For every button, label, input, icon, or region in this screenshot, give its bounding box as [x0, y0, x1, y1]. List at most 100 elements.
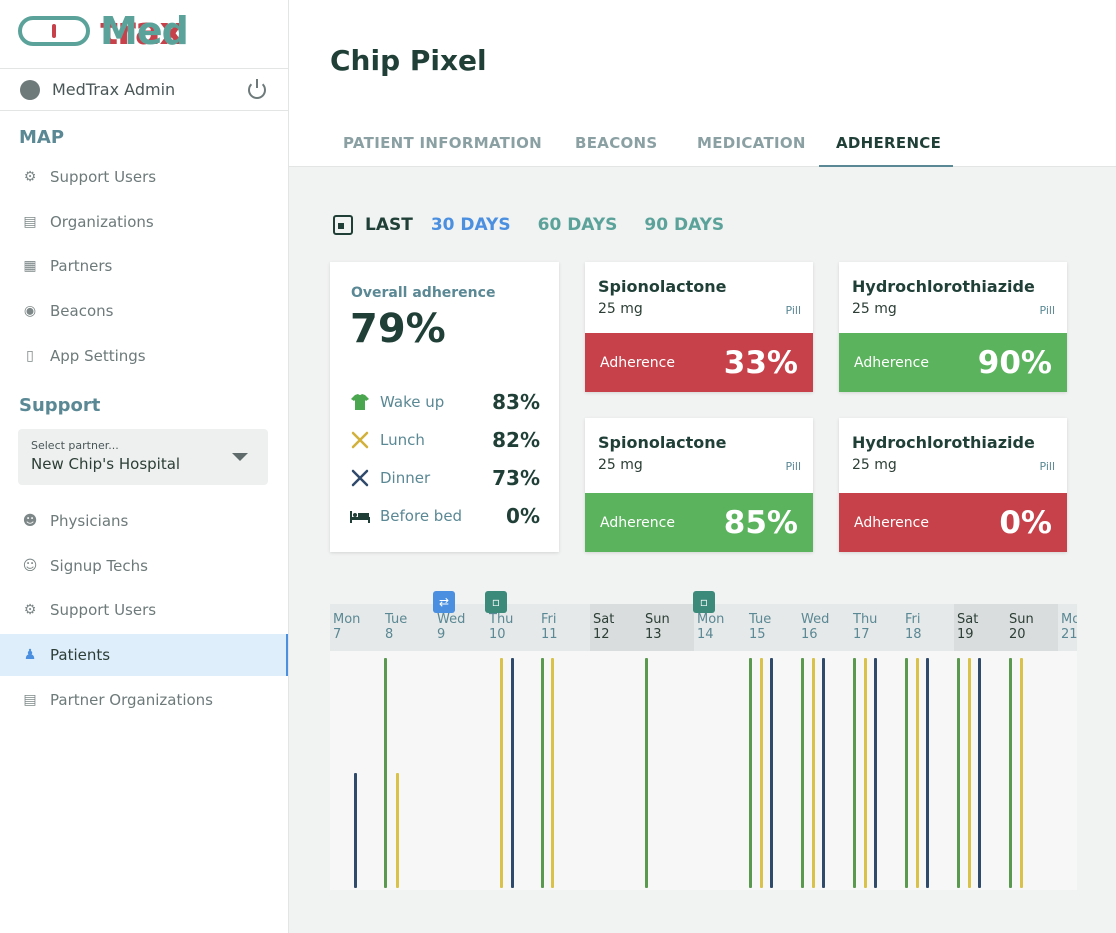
dose-event-bar[interactable]	[384, 658, 387, 888]
adherence-band: Adherence 85%	[585, 493, 813, 552]
sidebar-item-support-users[interactable]: ⚙ Support Users	[0, 156, 288, 198]
tab-adherence[interactable]: ADHERENCE	[819, 134, 953, 167]
tab-beacons[interactable]: BEACONS	[575, 134, 658, 152]
tab-patient-information[interactable]: PATIENT INFORMATION	[343, 134, 543, 152]
timeline-day: Thu 17	[853, 612, 878, 642]
adherence-timeline[interactable]: Mon 7 Tue 8 Wed 9 Thu 10 Fri 11 Sat 12 Sun 13 Mon 14 Tue…	[330, 604, 1077, 890]
medication-card[interactable]: Spionolactone 25 mg Pill Adherence 85%	[585, 418, 813, 552]
dose-event-bar[interactable]	[500, 658, 503, 888]
account-icon	[20, 79, 40, 100]
adherence-band: Adherence 0%	[839, 493, 1067, 552]
timeline-events	[330, 651, 1077, 890]
dose-event-bar[interactable]	[354, 773, 357, 888]
range-90-days[interactable]: 90 DAYS	[644, 215, 725, 235]
medication-name: Hydrochlorothiazide	[852, 277, 1035, 296]
chevron-down-icon	[232, 453, 248, 461]
dose-event-bar[interactable]	[551, 658, 554, 888]
range-last-label: LAST	[365, 215, 413, 235]
adherence-value: 85%	[723, 504, 798, 541]
dose-event-bar[interactable]	[645, 658, 648, 888]
dose-event-bar[interactable]	[968, 658, 971, 888]
timeline-day: Thu 10	[489, 612, 514, 642]
meal-row-lunch: Lunch 82%	[350, 425, 540, 455]
swap-event-icon[interactable]: ⇄	[433, 591, 455, 613]
range-60-days[interactable]: 60 DAYS	[537, 215, 618, 235]
meal-row-dinner: Dinner 73%	[350, 463, 540, 493]
sidebar: Med trax MedTrax Admin MAP ⚙ Support User…	[0, 0, 289, 933]
medication-dose: 25 mg	[852, 457, 897, 473]
medication-form: Pill	[1039, 460, 1055, 473]
timeline-day: Wed 16	[801, 612, 830, 642]
adherence-value: 90%	[977, 344, 1052, 381]
dose-event-bar[interactable]	[853, 658, 856, 888]
comment-event-icon[interactable]: ▫	[485, 591, 507, 613]
org-tree-icon: ▤	[23, 214, 37, 230]
dose-event-bar[interactable]	[801, 658, 804, 888]
timeline-day: Fri 18	[905, 612, 922, 642]
meal-row-before-bed: Before bed 0%	[350, 501, 540, 531]
dose-event-bar[interactable]	[511, 658, 514, 888]
medication-card[interactable]: Hydrochlorothiazide 25 mg Pill Adherence…	[839, 418, 1067, 552]
medication-card[interactable]: Spionolactone 25 mg Pill Adherence 33%	[585, 262, 813, 392]
dose-event-bar[interactable]	[396, 773, 399, 888]
medication-dose: 25 mg	[598, 457, 643, 473]
building-icon: ▦	[23, 258, 37, 274]
dose-event-bar[interactable]	[926, 658, 929, 888]
comment-event-icon[interactable]: ▫	[693, 591, 715, 613]
patient-icon: ♟	[23, 647, 37, 663]
medication-name: Spionolactone	[598, 433, 727, 452]
dose-event-bar[interactable]	[978, 658, 981, 888]
user-bar: MedTrax Admin	[0, 68, 288, 111]
medication-name: Spionolactone	[598, 277, 727, 296]
sidebar-item-signup-techs[interactable]: ☺ Signup Techs	[0, 545, 288, 587]
sidebar-item-support-users-2[interactable]: ⚙ Support Users	[0, 589, 288, 631]
sidebar-item-organizations[interactable]: ▤ Organizations	[0, 201, 288, 243]
dose-event-bar[interactable]	[916, 658, 919, 888]
overall-adherence-value: 79%	[350, 306, 446, 352]
medication-dose: 25 mg	[852, 301, 897, 317]
dose-event-bar[interactable]	[822, 658, 825, 888]
dose-event-bar[interactable]	[749, 658, 752, 888]
dinner-icon	[350, 468, 370, 488]
dose-event-bar[interactable]	[1020, 658, 1023, 888]
dose-event-bar[interactable]	[760, 658, 763, 888]
sidebar-item-patients[interactable]: ♟ Patients	[0, 634, 288, 676]
org-tree-icon: ▤	[23, 692, 37, 708]
timeline-day: Sun 13	[642, 604, 694, 651]
range-30-days[interactable]: 30 DAYS	[430, 215, 511, 235]
adherence-band: Adherence 33%	[585, 333, 813, 392]
user-gear-icon: ⚙	[23, 602, 37, 618]
timeline-day: Mon 7	[333, 612, 361, 642]
medication-form: Pill	[785, 304, 801, 317]
dose-event-bar[interactable]	[874, 658, 877, 888]
power-icon[interactable]	[248, 79, 266, 99]
sidebar-item-beacons[interactable]: ◉ Beacons	[0, 290, 288, 332]
tech-icon: ☺	[22, 558, 38, 574]
dose-event-bar[interactable]	[541, 658, 544, 888]
timeline-day: Sat 12	[590, 604, 642, 651]
sidebar-item-physicians[interactable]: ☻ Physicians	[0, 500, 288, 542]
medication-form: Pill	[1039, 304, 1055, 317]
partner-select-label: Select partner...	[31, 439, 119, 452]
bed-icon	[350, 506, 370, 526]
shirt-icon	[350, 392, 370, 412]
user-name: MedTrax Admin	[52, 80, 176, 99]
sidebar-item-partner-organizations[interactable]: ▤ Partner Organizations	[0, 679, 288, 721]
dose-event-bar[interactable]	[864, 658, 867, 888]
medication-card[interactable]: Hydrochlorothiazide 25 mg Pill Adherence…	[839, 262, 1067, 392]
dose-event-bar[interactable]	[812, 658, 815, 888]
partner-select[interactable]: Select partner... New Chip's Hospital	[18, 429, 268, 485]
dose-event-bar[interactable]	[957, 658, 960, 888]
phone-icon: ▯	[26, 348, 34, 364]
overall-adherence-title: Overall adherence	[351, 285, 496, 301]
dose-event-bar[interactable]	[905, 658, 908, 888]
medtrax-logo[interactable]: Med trax	[18, 6, 189, 56]
dose-event-bar[interactable]	[1009, 658, 1012, 888]
page-header: Chip Pixel PATIENT INFORMATION BEACONS M…	[289, 0, 1116, 167]
sidebar-item-app-settings[interactable]: ▯ App Settings	[0, 335, 288, 377]
timeline-day: Wed 9	[437, 612, 466, 642]
dose-event-bar[interactable]	[770, 658, 773, 888]
partner-select-value: New Chip's Hospital	[31, 455, 181, 473]
tab-medication[interactable]: MEDICATION	[697, 134, 806, 152]
sidebar-item-partners[interactable]: ▦ Partners	[0, 245, 288, 287]
